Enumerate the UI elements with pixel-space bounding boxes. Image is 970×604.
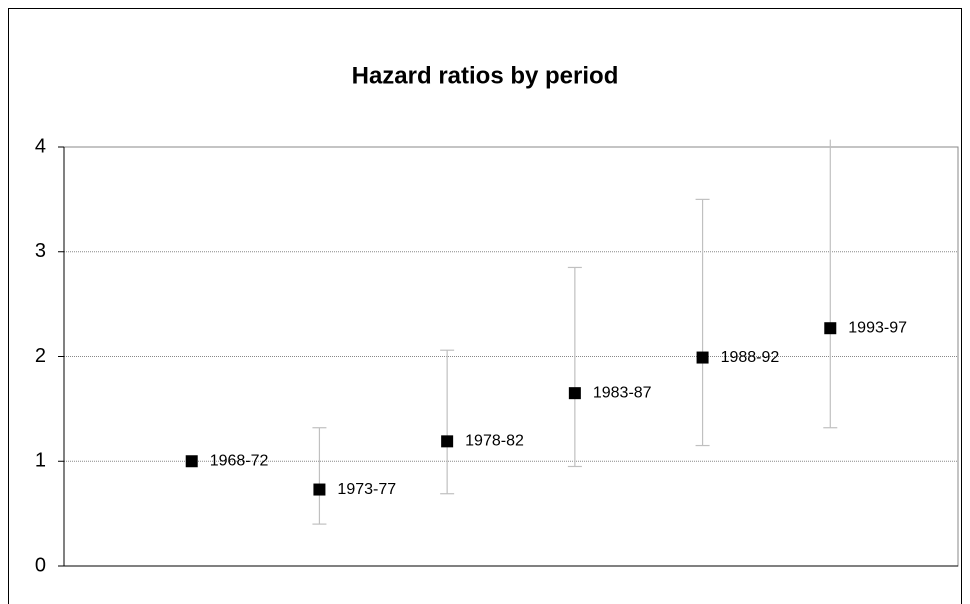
y-tick-label: 2 <box>35 345 46 367</box>
data-label: 1973-77 <box>337 481 396 498</box>
point <box>568 387 581 400</box>
data-label: 1968-72 <box>210 452 269 469</box>
data-label: 1993-97 <box>848 319 907 336</box>
data-label: 1978-82 <box>465 433 524 450</box>
y-tick-label: 1 <box>35 450 46 472</box>
point <box>696 351 709 364</box>
y-tick-label: 3 <box>35 240 46 262</box>
point <box>313 483 326 496</box>
point <box>441 435 454 448</box>
chart-title: Hazard ratios by period <box>352 62 619 89</box>
point <box>185 455 198 468</box>
y-tick-label: 4 <box>35 135 46 157</box>
data-label: 1983-87 <box>593 384 652 401</box>
chart-frame <box>8 8 962 604</box>
data-label: 1988-92 <box>721 349 780 366</box>
y-tick-label: 0 <box>35 554 46 576</box>
point <box>824 322 837 335</box>
